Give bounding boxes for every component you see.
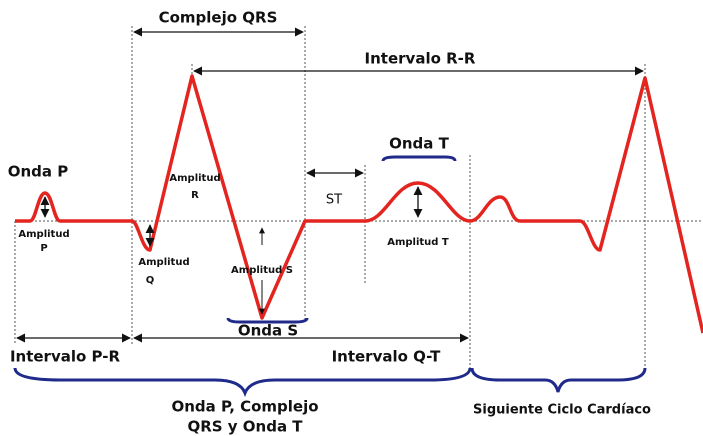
label: P [40,243,47,254]
label: Amplitud T [387,237,449,248]
label: Intervalo Q-T [332,348,442,366]
label: Onda T [389,135,450,153]
label: Amplitud [169,173,220,184]
label: Intervalo P-R [10,348,121,366]
label: Onda S [238,322,298,340]
label: Amplitud [18,229,69,240]
label: ST [326,193,342,208]
label: Onda P [8,163,69,181]
braces [13,155,647,398]
ecg-trace [15,74,703,334]
label: QRS y Onda T [187,418,303,436]
label: Intervalo R-R [365,50,476,68]
guide-lines [14,26,703,370]
label: Amplitud S [231,265,293,276]
label: R [191,190,199,201]
label: Onda P, Complejo [171,398,318,416]
label: Complejo QRS [159,9,278,27]
arrows [16,27,644,343]
label: Q [146,275,155,286]
label: Siguiente Ciclo Cardíaco [473,403,651,418]
label: Amplitud [138,257,189,268]
